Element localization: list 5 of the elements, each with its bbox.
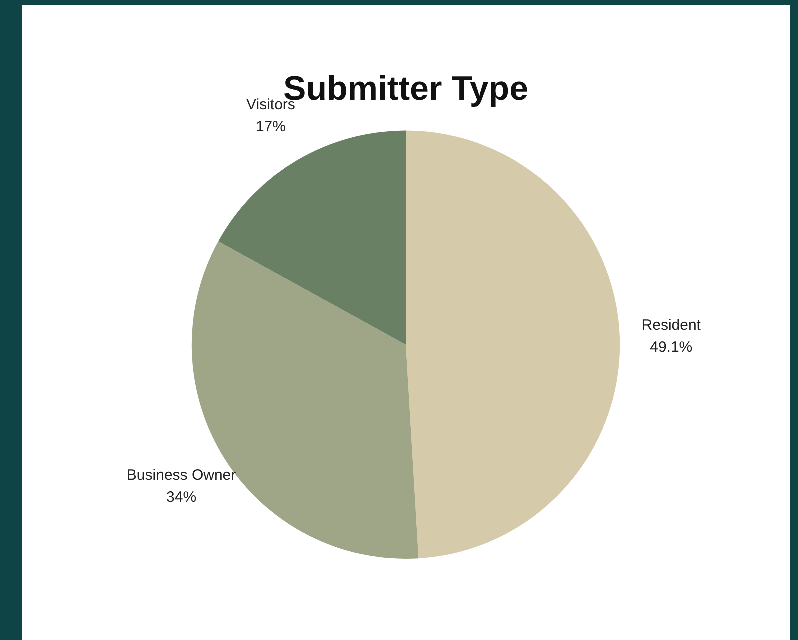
data-label: 34% <box>166 488 197 506</box>
slice-label: Business Owner <box>126 466 236 484</box>
data-label: 17% <box>256 118 286 136</box>
slice-label: Resident <box>642 317 702 334</box>
data-label: 49.1% <box>650 339 693 356</box>
